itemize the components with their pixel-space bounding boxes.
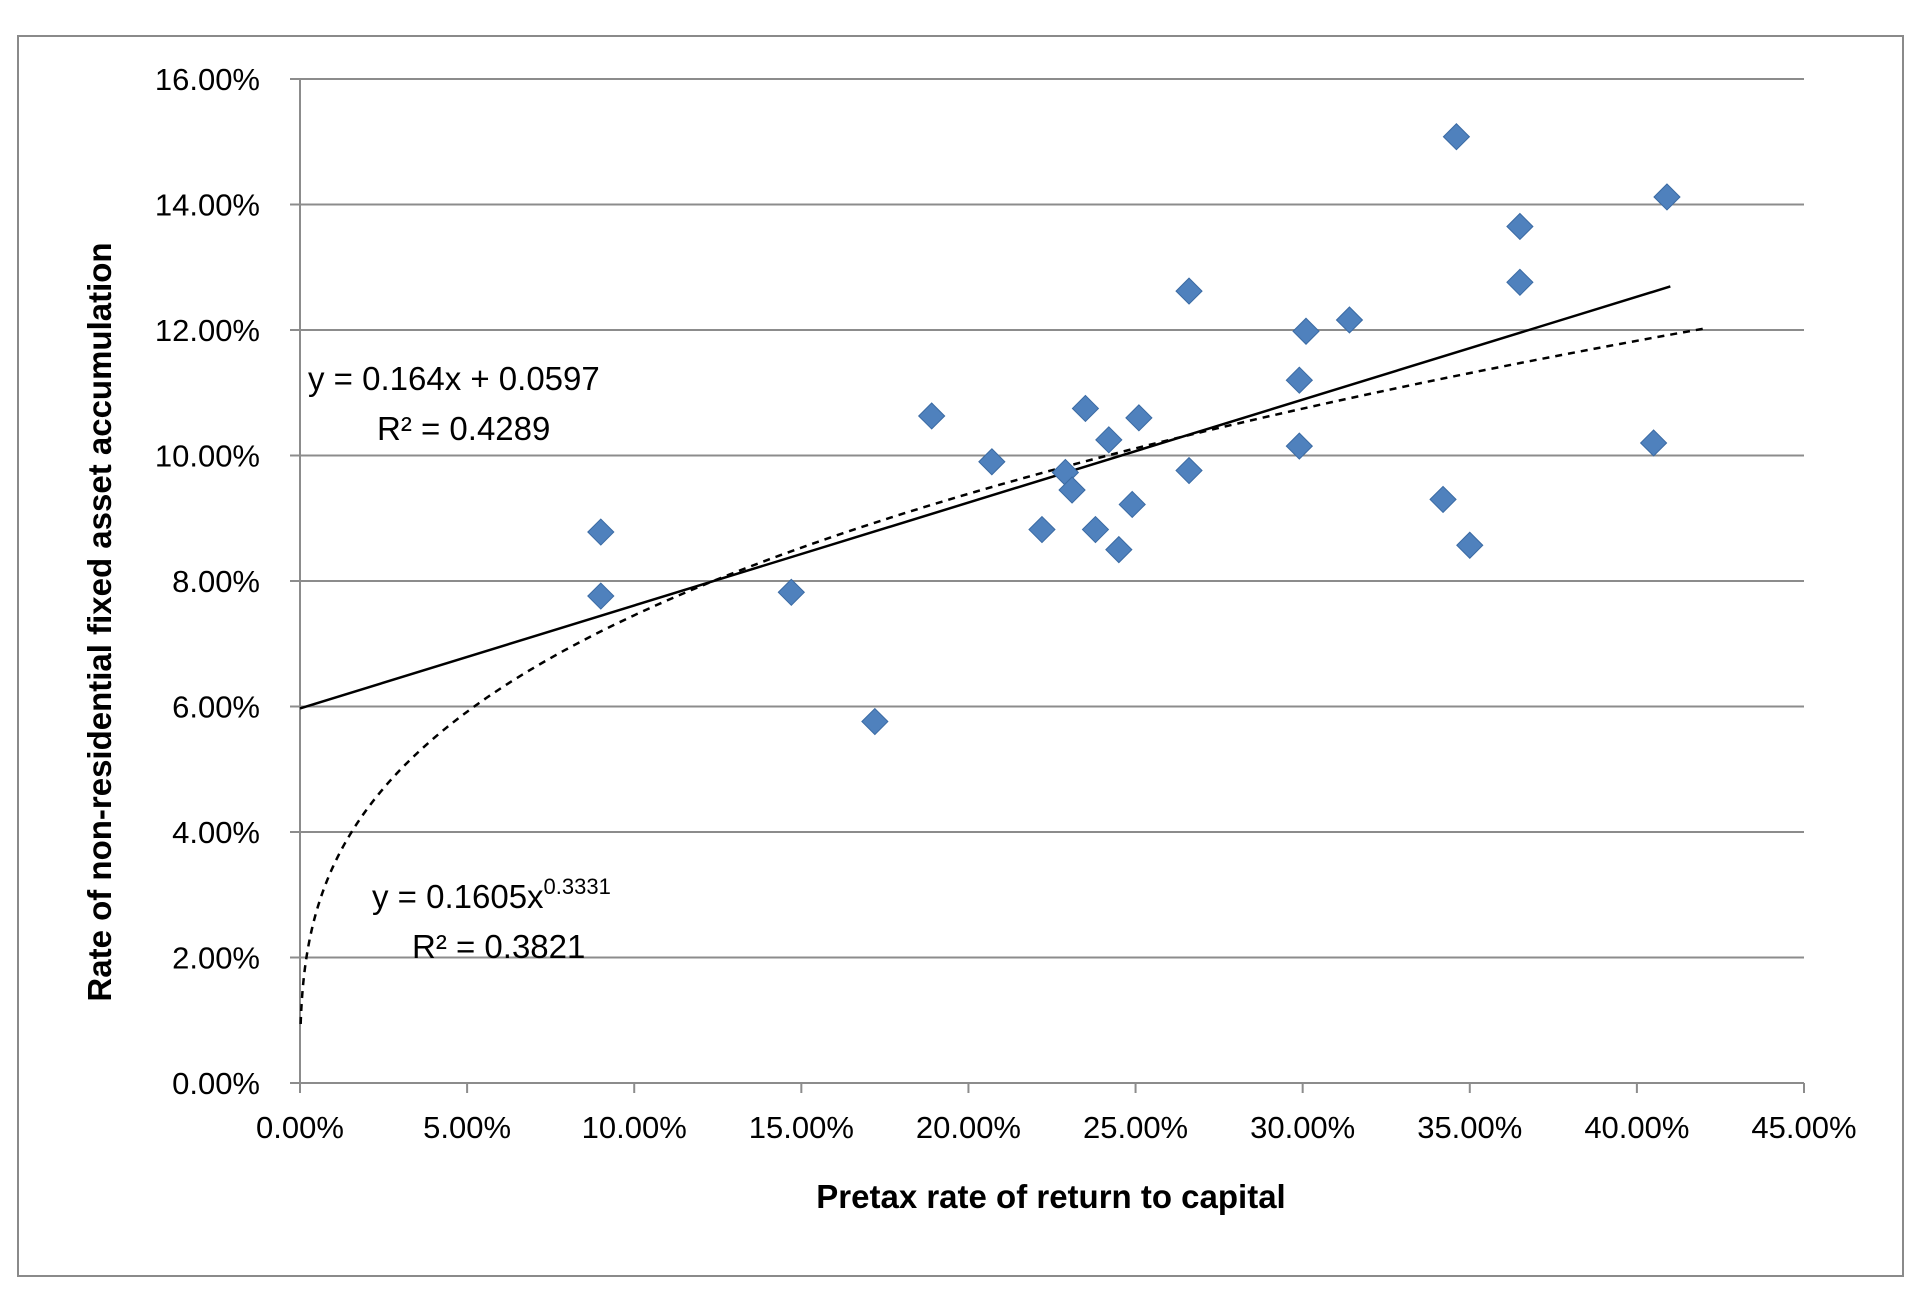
data-point-26: [1639, 429, 1668, 457]
trendlines: [299, 285, 1704, 1025]
y-tick-label-8: 16.00%: [155, 62, 260, 97]
gridlines: [300, 78, 1804, 959]
data-point-13: [1118, 490, 1146, 519]
chart-border: [17, 35, 1904, 1277]
y-tick-label-4: 8.00%: [172, 564, 260, 599]
x-tick-label-6: 30.00%: [1250, 1110, 1355, 1145]
x-tick-label-0: 0.00%: [256, 1110, 344, 1145]
data-point-8: [1058, 476, 1086, 504]
x-tick-label-4: 20.00%: [916, 1110, 1021, 1145]
x-tick-label-5: 25.00%: [1083, 1110, 1188, 1145]
data-point-3: [861, 707, 889, 736]
linear-trendline: [299, 285, 1671, 710]
data-point-15: [1175, 277, 1203, 305]
data-point-23: [1456, 531, 1484, 559]
data-points: [587, 123, 1681, 736]
data-point-27: [1653, 183, 1681, 211]
x-tick-label-1: 5.00%: [423, 1110, 511, 1145]
data-point-21: [1429, 485, 1457, 514]
data-point-16: [1175, 456, 1203, 485]
data-point-6: [1028, 515, 1056, 544]
x-tick-label-2: 10.00%: [582, 1110, 687, 1145]
power-r2-label: R² = 0.3821: [412, 928, 585, 965]
axes: [290, 78, 1805, 1093]
data-point-1: [587, 582, 615, 610]
data-point-14: [1125, 404, 1153, 432]
data-point-4: [917, 402, 946, 430]
data-point-19: [1292, 317, 1320, 345]
y-axis-title: Rate of non-residential fixed asset accu…: [81, 242, 118, 1001]
data-point-25: [1506, 268, 1534, 297]
y-tick-label-1: 2.00%: [172, 941, 260, 976]
x-axis-title: Pretax rate of return to capital: [816, 1178, 1285, 1215]
y-tick-label-5: 10.00%: [155, 439, 260, 474]
x-tick-label-7: 35.00%: [1417, 1110, 1522, 1145]
data-point-9: [1071, 394, 1100, 423]
power-equation-exponent: 0.3331: [544, 874, 611, 899]
linear-r2-label: R² = 0.4289: [377, 410, 550, 447]
y-tick-label-0: 0.00%: [172, 1066, 260, 1101]
data-point-18: [1285, 432, 1314, 460]
x-tick-label-8: 40.00%: [1584, 1110, 1689, 1145]
linear-equation-label: y = 0.164x + 0.0597: [308, 360, 600, 397]
data-point-2: [777, 578, 806, 607]
x-tick-label-9: 45.00%: [1751, 1110, 1856, 1145]
x-tick-label-3: 15.00%: [749, 1110, 854, 1145]
y-tick-label-2: 4.00%: [172, 815, 260, 850]
data-point-17: [1285, 366, 1314, 394]
y-tick-label-3: 6.00%: [172, 690, 260, 725]
data-point-11: [1095, 426, 1123, 454]
data-point-5: [978, 448, 1006, 476]
data-point-22: [1442, 123, 1471, 151]
data-point-10: [1081, 515, 1110, 544]
y-tick-label-7: 14.00%: [155, 188, 260, 223]
y-tick-label-6: 12.00%: [155, 313, 260, 348]
data-point-24: [1506, 212, 1534, 241]
power-equation-label: y = 0.1605x0.3331: [372, 874, 611, 915]
power-equation-base: y = 0.1605x: [372, 878, 544, 915]
tick-labels: 0.00% 2.00% 4.00% 6.00% 8.00% 10.00% 12.00% 14.…: [155, 62, 1857, 1145]
data-point-20: [1335, 306, 1364, 334]
power-trendline: [299, 327, 1704, 1025]
data-point-0: [587, 518, 615, 546]
data-point-12: [1105, 535, 1133, 564]
